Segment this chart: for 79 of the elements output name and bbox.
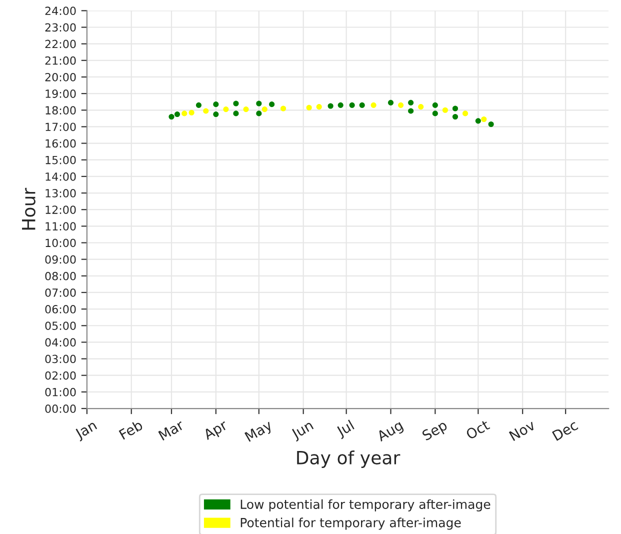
y-tick-label: 10:00: [46, 238, 76, 248]
y-tick-label: 24:00: [45, 6, 76, 16]
point: [269, 102, 275, 108]
point: [398, 102, 404, 108]
y-tick-label: 23:00: [45, 23, 76, 32]
y-tick-label: 05:00: [45, 322, 76, 330]
y-tick-label: 07:00: [45, 288, 76, 297]
point: [452, 114, 458, 120]
point: [280, 106, 286, 112]
point: [442, 107, 448, 113]
legend-label: Potential for temporary after-image: [240, 518, 461, 530]
y-tick-label: 11:00: [46, 222, 76, 231]
point: [168, 114, 174, 120]
x-tick-label: Jun: [290, 420, 316, 442]
y-tick-label: 18:00: [46, 106, 76, 115]
point: [196, 102, 202, 108]
y-tick-label: 08:00: [45, 272, 76, 280]
y-tick-label: 03:00: [45, 354, 76, 364]
x-tick-label: Aug: [376, 420, 405, 444]
point: [338, 102, 344, 108]
point: [243, 106, 249, 112]
y-tick-label: 14:00: [46, 172, 76, 181]
legend-label: Low potential for temporary after-image: [240, 499, 490, 512]
point: [488, 121, 494, 128]
y-tick-label: 21:00: [45, 56, 76, 65]
point: [359, 102, 365, 108]
x-tick-label: Jan: [74, 420, 98, 442]
y-tick-label: 16:00: [46, 139, 76, 148]
point: [256, 100, 262, 106]
point: [213, 102, 219, 108]
x-tick-label: Dec: [552, 420, 578, 441]
x-tick-label: Feb: [118, 419, 144, 440]
point: [408, 100, 414, 106]
x-tick-label: Oct: [465, 419, 490, 440]
x-tick-label: Jul: [335, 420, 356, 440]
point: [262, 106, 268, 112]
point: [349, 102, 355, 108]
y-tick-label: 06:00: [45, 305, 76, 314]
y-tick-label: 19:00: [46, 90, 76, 98]
y-tick-label: 15:00: [46, 156, 76, 164]
x-tick-label: Nov: [508, 420, 536, 442]
y-tick-label: 22:00: [45, 40, 76, 48]
y-tick-label: 01:00: [45, 388, 76, 396]
y-tick-label: 04:00: [45, 338, 76, 347]
point: [223, 106, 229, 112]
point: [475, 118, 481, 124]
point: [418, 104, 424, 110]
y-tick-label: 20:00: [45, 72, 76, 82]
y-tick-label: 13:00: [46, 188, 76, 198]
point: [233, 100, 239, 106]
point: [203, 108, 209, 114]
point: [388, 100, 394, 106]
point: [370, 102, 376, 108]
point: [182, 110, 188, 116]
x-tick-label: Sep: [421, 420, 450, 444]
point: [174, 112, 180, 118]
point: [432, 110, 438, 116]
y-tick-label: 00:00: [45, 404, 76, 413]
point: [233, 110, 239, 116]
x-tick-label: Mar: [158, 419, 185, 441]
point: [256, 110, 262, 116]
point: [188, 110, 194, 116]
point: [481, 116, 487, 122]
y-axis-title: Hour: [22, 188, 36, 230]
y-tick-label: 09:00: [45, 255, 76, 264]
y-tick-label: 17:00: [46, 122, 76, 132]
y-tick-label: 02:00: [45, 371, 76, 380]
point: [462, 110, 468, 116]
y-tick-label: 12:00: [46, 206, 76, 214]
point: [213, 112, 219, 118]
point: [328, 103, 334, 109]
x-tick-label: Apr: [202, 419, 230, 443]
point: [452, 106, 458, 112]
point: [432, 102, 438, 108]
point: [316, 104, 322, 110]
point: [306, 104, 312, 110]
x-tick-label: May: [244, 420, 274, 444]
x-axis-title: Day of year: [297, 450, 400, 468]
point: [408, 108, 414, 114]
